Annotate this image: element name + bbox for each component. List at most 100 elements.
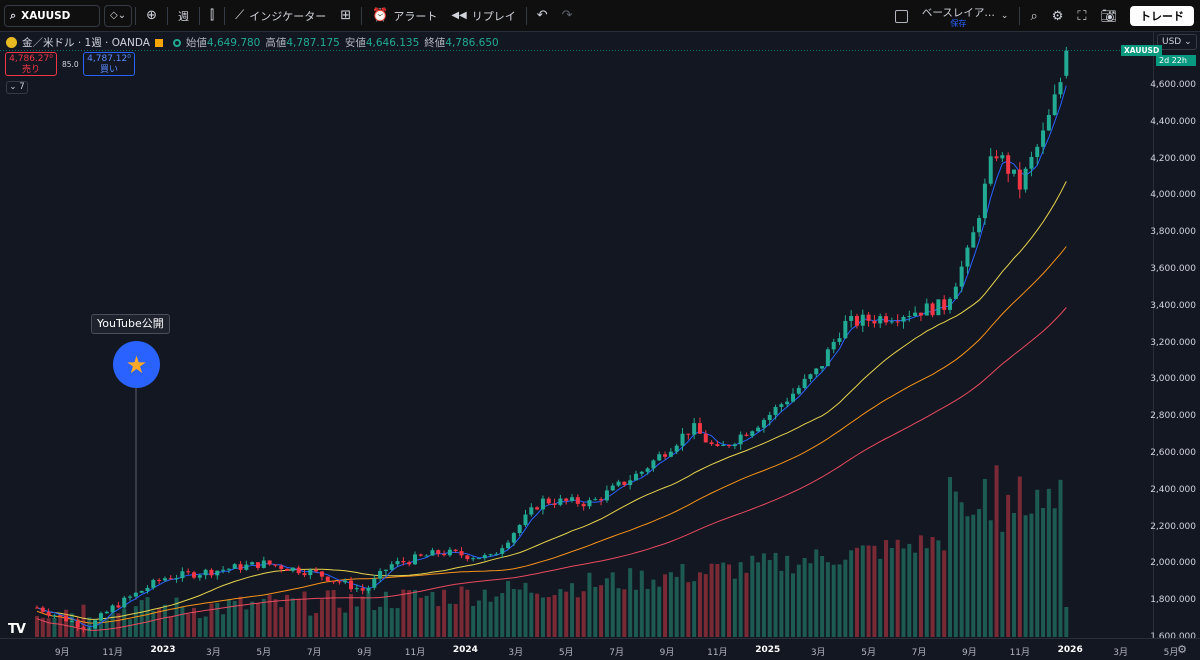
price-label: 2,000.000 — [1150, 558, 1196, 569]
volume-bar — [453, 603, 458, 637]
candle-body — [633, 473, 638, 481]
pine-menu-button[interactable]: ◇⌄ — [104, 4, 133, 27]
alert-button[interactable]: ⏰ アラート — [365, 0, 444, 32]
ma-long-line — [36, 307, 1067, 631]
fullscreen-button[interactable]: ⛶ — [1070, 0, 1093, 32]
interval-button[interactable]: 週 — [177, 9, 189, 23]
candle-body — [1058, 82, 1063, 95]
candle-body — [709, 442, 714, 445]
time-label: 7月 — [911, 648, 927, 658]
chart-legend: 金／米ドル · 1週 · OANDA 始値4,649.780 高値4,787.1… — [6, 35, 499, 50]
candle-body — [895, 321, 900, 323]
volume-bar — [732, 578, 737, 637]
buy-button[interactable]: 4,787.12⁰ 買い — [83, 52, 135, 76]
candle-body — [610, 485, 615, 491]
trade-button[interactable]: トレード — [1130, 6, 1194, 26]
rewind-icon: ◀◀ — [451, 9, 467, 21]
symbol-search[interactable]: ⌕ XAUUSD — [4, 4, 100, 27]
candle-body — [651, 460, 656, 469]
volume-bar — [709, 563, 714, 637]
candle-body — [552, 503, 557, 505]
candle-body — [46, 611, 51, 616]
volume-bar — [133, 606, 138, 637]
volume-bar — [157, 608, 162, 637]
volume-bar — [46, 618, 51, 637]
candle-body — [889, 321, 894, 323]
time-label: 3月 — [810, 648, 826, 658]
candle-body — [918, 312, 923, 316]
redo-button[interactable]: ↷ — [555, 0, 580, 32]
star-icon[interactable]: ★ — [113, 341, 160, 388]
volume-bar — [203, 616, 208, 637]
candle-body — [744, 434, 749, 436]
legend-title[interactable]: 金／米ドル · 1週 · OANDA — [22, 37, 150, 49]
templates-button[interactable]: ⊞ — [333, 0, 358, 32]
undo-button[interactable]: ↶ — [530, 0, 555, 32]
volume-bar — [145, 597, 150, 637]
price-axis[interactable]: 4,600.000 4,400.000 4,200.000 4,000.000 3,80… — [1150, 32, 1200, 642]
layout-menu[interactable]: ベースレイア… 保存 — [916, 0, 1001, 32]
layout-name: ベースレイア… — [921, 6, 995, 19]
price-label: 3,200.000 — [1150, 337, 1196, 348]
chevron-down-icon[interactable]: ⌄ — [1000, 10, 1009, 21]
volume-bar — [482, 589, 487, 637]
candle-body — [645, 468, 650, 472]
volume-bar — [337, 607, 342, 637]
candle-body — [488, 554, 493, 556]
price-label: 4,600.000 — [1150, 80, 1196, 90]
layout-checkbox[interactable] — [894, 9, 908, 23]
currency-select[interactable]: USD ⌄ — [1157, 34, 1197, 50]
ohlc-open: 始値4,649.780 — [185, 37, 261, 49]
volume-bar — [209, 603, 214, 637]
volume-bar — [878, 558, 883, 637]
snapshot-button[interactable]: 📷︎ — [1093, 0, 1124, 32]
indicators-button[interactable]: ⟋ インジケーター — [228, 0, 333, 32]
candle-body — [186, 571, 191, 573]
chart-type-button[interactable]: ⫿ — [203, 0, 221, 32]
candle-body — [372, 578, 377, 588]
settings-button[interactable]: ⚙ — [1045, 0, 1071, 32]
candle-body — [226, 568, 231, 570]
time-label: 5月 — [1163, 648, 1179, 658]
symbol-price-tag: XAUUSD — [1121, 45, 1163, 56]
candle-body — [261, 560, 266, 568]
volume-bar — [622, 589, 627, 637]
volume-bar — [1017, 476, 1022, 637]
volume-bar — [174, 597, 179, 637]
time-axis[interactable]: ⚙ 9月 11月 2023 3月 5月 7月 9月 11月 2024 3月 5月 7月 9月 11月 202… — [0, 638, 1200, 660]
volume-bar — [633, 589, 638, 637]
candle-body — [715, 444, 720, 446]
volume-bar — [285, 594, 290, 637]
candle-body — [459, 551, 464, 556]
candle-body — [907, 316, 912, 318]
indicators-collapse[interactable]: ⌄ 7 — [6, 81, 28, 94]
tradingview-logo-icon[interactable]: TV — [8, 622, 26, 637]
volume-bar — [500, 593, 505, 637]
candle-body — [366, 587, 371, 591]
candle-body — [506, 542, 511, 549]
candle-body — [273, 564, 278, 566]
volume-bar — [186, 613, 191, 637]
candle-body — [430, 550, 435, 556]
compare-button[interactable]: ⊕ — [139, 0, 164, 32]
candle-body — [52, 615, 57, 617]
youtube-marker-label: YouTube公開 — [91, 314, 170, 334]
candle-body — [407, 562, 412, 565]
volume-bar — [901, 548, 906, 637]
candle-body — [727, 445, 732, 447]
candle-body — [104, 611, 109, 614]
candle-body — [354, 588, 359, 590]
volume-bar — [35, 615, 39, 637]
volume-bar — [424, 595, 429, 637]
candle-body — [1006, 155, 1011, 174]
candle-body — [988, 156, 993, 184]
sell-button[interactable]: 4,786.27⁰ 売り — [5, 52, 57, 76]
replay-label: リプレイ — [471, 9, 516, 23]
candle-body — [575, 497, 580, 504]
gear-icon[interactable]: ⚙ — [1177, 643, 1187, 656]
quick-search-button[interactable]: ⌕ — [1023, 0, 1044, 32]
volume-bar — [232, 600, 237, 637]
flag-icon[interactable] — [154, 38, 163, 47]
replay-button[interactable]: ◀◀ リプレイ — [444, 0, 522, 32]
